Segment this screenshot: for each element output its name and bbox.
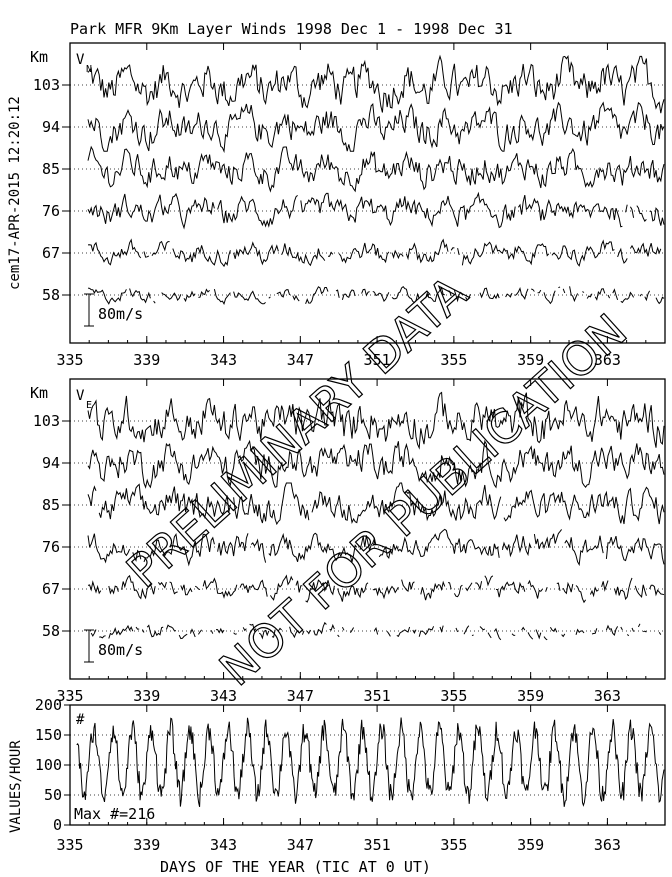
- panel-vn-component-label: V: [76, 52, 85, 68]
- trace-76km: [87, 191, 665, 230]
- x-tick-label: 335: [56, 351, 83, 369]
- trace-103km: [87, 391, 665, 450]
- x-tick-label: 359: [517, 687, 544, 705]
- height-label: 58: [42, 286, 60, 304]
- height-label: 85: [42, 496, 60, 514]
- panel-count: VALUES/HOUR # Max #=216 0 50 100 150 200 335…: [8, 696, 666, 876]
- y-tick-label: 150: [35, 726, 62, 744]
- x-tick-label: 351: [364, 687, 391, 705]
- trace-94km: [87, 101, 665, 154]
- panel-ve-frame: [69, 378, 666, 680]
- panel-count-corner-label: #: [76, 712, 85, 728]
- watermark-preliminary: PRELIMINARY DATA: [116, 265, 478, 598]
- height-label: 85: [42, 160, 60, 178]
- panel-ve-scale-label: 80m/s: [98, 641, 143, 659]
- trace-85km: [87, 145, 665, 193]
- height-label: 58: [42, 622, 60, 640]
- side-timestamp: cem17-APR-2015 12:20:12: [7, 96, 23, 290]
- x-tick-label: 343: [210, 687, 237, 705]
- x-tick-label: 347: [287, 836, 314, 854]
- trace-85km: [87, 482, 665, 526]
- height-label: 94: [42, 118, 60, 136]
- x-tick-label: 347: [287, 687, 314, 705]
- trace-94km: [87, 439, 665, 489]
- height-label: 103: [33, 76, 60, 94]
- x-tick-label: 351: [364, 836, 391, 854]
- panel-ve-component-label: V: [76, 388, 85, 404]
- x-axis-title: DAYS OF THE YEAR (TIC AT 0 UT): [160, 858, 431, 876]
- height-label: 76: [42, 538, 60, 556]
- x-tick-label: 355: [440, 836, 467, 854]
- height-label: 67: [42, 580, 60, 598]
- panel-ve: Km V E 103 94 85 76 67 58 335 339 343 347 351 355 3…: [30, 378, 666, 705]
- x-tick-label: 363: [594, 351, 621, 369]
- x-tick-label: 363: [594, 687, 621, 705]
- y-tick-label: 0: [53, 816, 62, 834]
- trace-76km: [87, 528, 665, 567]
- panel-count-ylabel: VALUES/HOUR: [8, 740, 24, 833]
- height-label: 103: [33, 412, 60, 430]
- x-tick-label: 347: [287, 351, 314, 369]
- panel-ve-component-sub: E: [86, 400, 92, 411]
- y-tick-label: 200: [35, 696, 62, 714]
- trace-58km: [91, 623, 664, 640]
- panel-vn-scale-label: 80m/s: [98, 305, 143, 323]
- panel-ve-unit-label: Km: [30, 384, 48, 402]
- x-tick-label: 343: [210, 836, 237, 854]
- height-label: 76: [42, 202, 60, 220]
- values-per-hour-trace: [76, 717, 665, 808]
- x-tick-label: 355: [440, 687, 467, 705]
- panel-count-max-label: Max #=216: [74, 805, 155, 823]
- x-tick-label: 359: [517, 351, 544, 369]
- x-tick-label: 339: [133, 836, 160, 854]
- x-tick-label: 339: [133, 687, 160, 705]
- trace-58km: [87, 286, 665, 306]
- x-tick-label: 359: [517, 836, 544, 854]
- x-tick-label: 351: [364, 351, 391, 369]
- figure-title: Park MFR 9Km Layer Winds 1998 Dec 1 - 19…: [70, 20, 513, 38]
- panel-vn-unit-label: Km: [30, 48, 48, 66]
- trace-103km: [87, 54, 665, 114]
- trace-67km: [88, 240, 664, 266]
- height-label: 67: [42, 244, 60, 262]
- panel-vn-frame: [69, 42, 666, 344]
- y-tick-label: 100: [35, 756, 62, 774]
- panel-vn-component-sub: N: [86, 64, 92, 75]
- watermark-not-for-publication: NOT FOR PUBLICATION: [209, 303, 637, 696]
- x-tick-label: 343: [210, 351, 237, 369]
- x-tick-label: 363: [594, 836, 621, 854]
- trace-67km: [87, 574, 665, 604]
- panel-vn: Km V N 103 94 85 76 67 58 335 339 343 347 351 355 3…: [30, 42, 666, 369]
- height-label: 94: [42, 454, 60, 472]
- x-tick-label: 355: [440, 351, 467, 369]
- x-tick-label: 335: [56, 687, 83, 705]
- y-tick-label: 50: [44, 786, 62, 804]
- x-tick-label: 335: [56, 836, 83, 854]
- x-tick-label: 339: [133, 351, 160, 369]
